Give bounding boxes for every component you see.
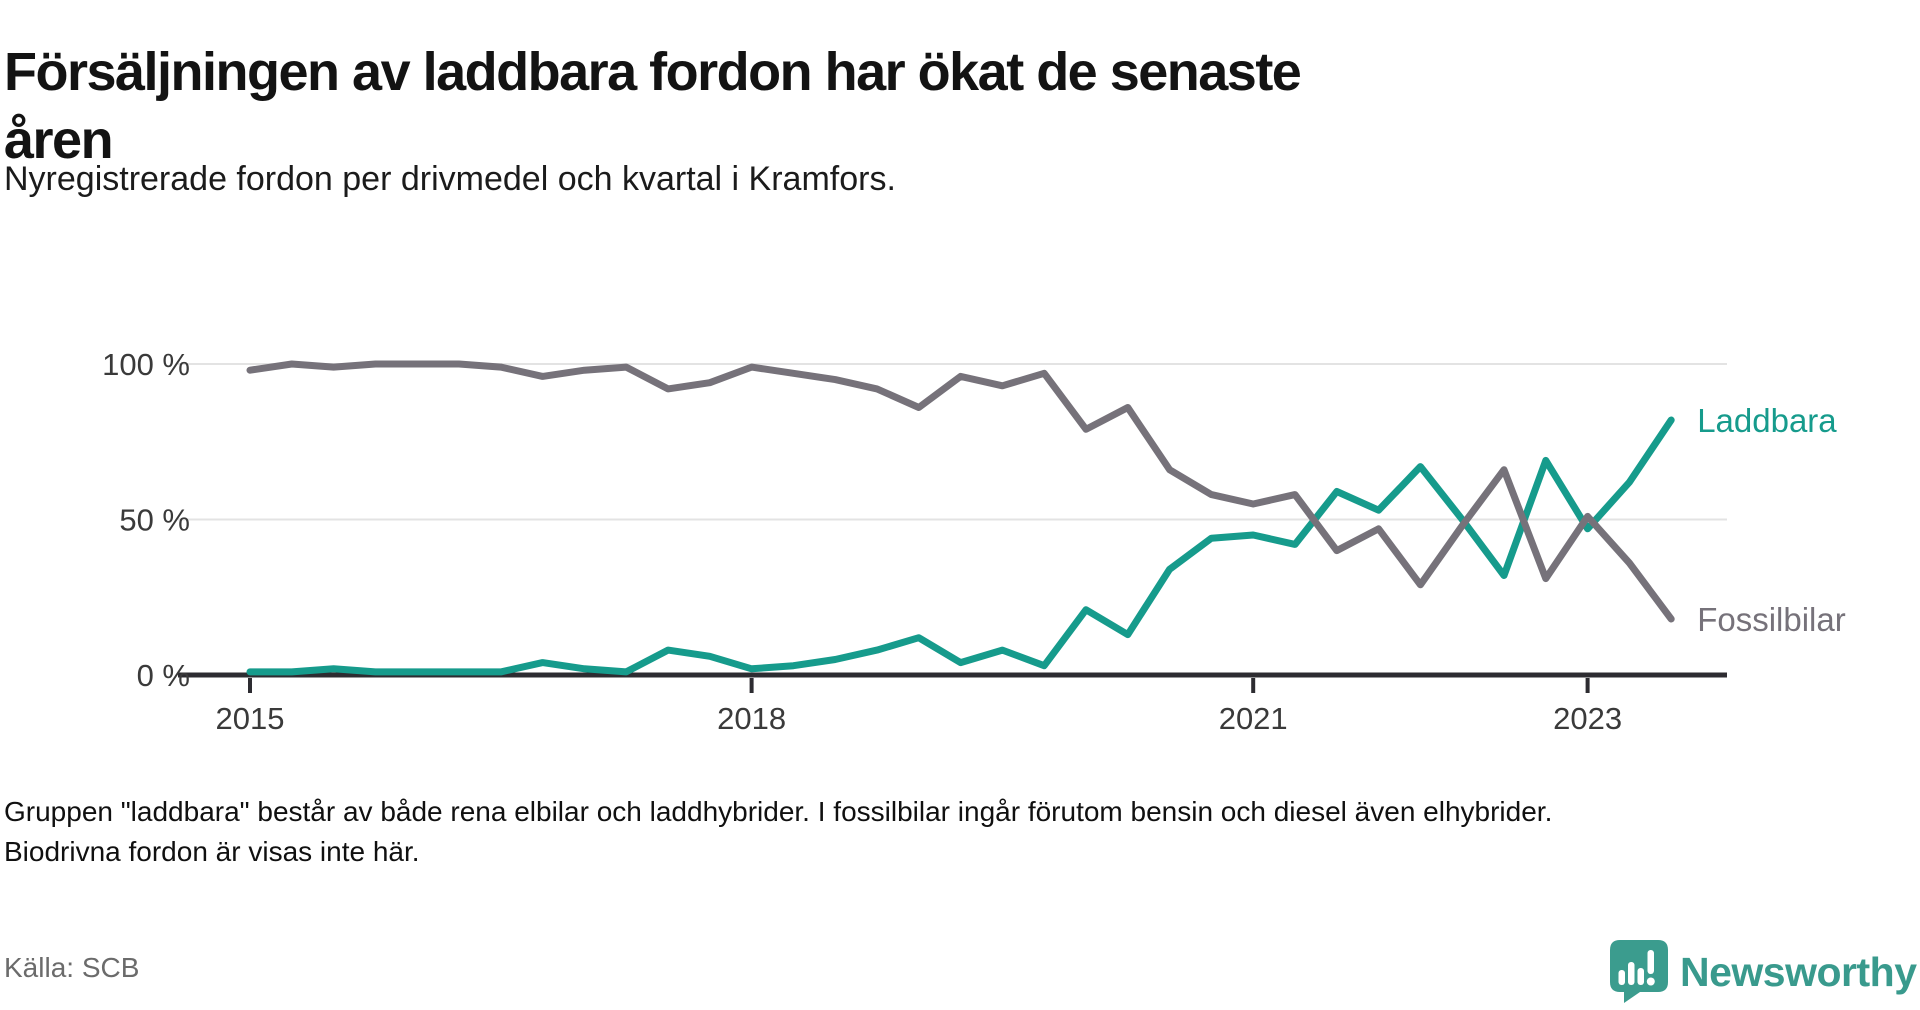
series-label-fossilbilar: Fossilbilar — [1697, 601, 1846, 638]
newsworthy-logo: Newsworthy — [1610, 940, 1917, 1004]
chart-footnote: Gruppen "laddbara" består av både rena e… — [4, 796, 1553, 867]
x-tick-label-2021: 2021 — [1219, 701, 1288, 736]
source-label: Källa: SCB — [4, 952, 140, 983]
y-tick-label-0: 0 % — [137, 658, 190, 693]
y-tick-label-50: 50 % — [119, 503, 190, 538]
x-tick-label-2015: 2015 — [216, 701, 285, 736]
chart-subtitle: Nyregistrerade fordon per drivmedel och … — [4, 160, 896, 198]
y-tick-label-100: 100 % — [102, 347, 190, 382]
series-line-fossilbilar — [246, 360, 1675, 623]
newsworthy-pin-barchart-icon — [1610, 940, 1668, 1003]
x-tick-label-2023: 2023 — [1553, 701, 1622, 736]
series-line-laddbara — [246, 416, 1675, 676]
series-label-laddbara: Laddbara — [1697, 402, 1837, 439]
x-tick-label-2018: 2018 — [717, 701, 786, 736]
page-title: Försäljningen av laddbara fordon har öka… — [4, 42, 1302, 171]
newsworthy-wordmark: Newsworthy — [1680, 948, 1917, 995]
